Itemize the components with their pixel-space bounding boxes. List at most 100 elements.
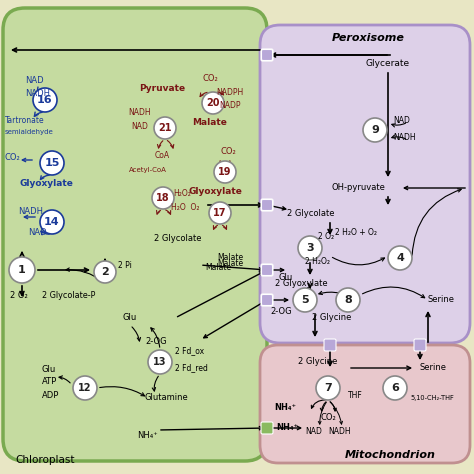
FancyBboxPatch shape [262, 294, 273, 306]
Text: ADP: ADP [42, 391, 59, 400]
Circle shape [148, 350, 172, 374]
Text: THF: THF [347, 391, 363, 400]
Text: 21: 21 [158, 123, 172, 133]
Text: semialdehyde: semialdehyde [5, 129, 54, 135]
Text: Glu: Glu [279, 273, 293, 283]
Text: Tartronate: Tartronate [5, 116, 45, 125]
Text: 2 H₂O₂: 2 H₂O₂ [305, 257, 330, 266]
Circle shape [73, 376, 97, 400]
Text: Pyruvate: Pyruvate [139, 83, 185, 92]
FancyBboxPatch shape [262, 49, 273, 61]
Text: Chloroplast: Chloroplast [15, 455, 74, 465]
FancyBboxPatch shape [3, 8, 267, 461]
Text: 2 O₂: 2 O₂ [318, 231, 334, 240]
Text: Glu: Glu [42, 365, 56, 374]
Circle shape [202, 92, 224, 114]
FancyBboxPatch shape [324, 339, 336, 351]
Text: Malate: Malate [217, 258, 243, 267]
Circle shape [383, 376, 407, 400]
Circle shape [293, 288, 317, 312]
FancyBboxPatch shape [260, 25, 470, 343]
Circle shape [388, 246, 412, 270]
Text: 2-OG: 2-OG [145, 337, 167, 346]
Text: 2 Glycine: 2 Glycine [298, 357, 337, 366]
Circle shape [214, 161, 236, 183]
Text: NH₄⁺: NH₄⁺ [274, 403, 296, 412]
Text: Serine: Serine [420, 364, 447, 373]
Text: 2 Pi: 2 Pi [118, 261, 132, 270]
Text: 7: 7 [324, 383, 332, 393]
Circle shape [209, 202, 231, 224]
Text: 2 Fd_ox: 2 Fd_ox [175, 346, 204, 356]
Text: Glycerate: Glycerate [366, 58, 410, 67]
Circle shape [33, 88, 57, 112]
Text: Acetyl-CoA: Acetyl-CoA [129, 167, 167, 173]
Text: 2 Glycolate: 2 Glycolate [287, 209, 335, 218]
Text: 2 O₂: 2 O₂ [10, 291, 28, 300]
Text: 5,10-CH₂-THF: 5,10-CH₂-THF [410, 395, 454, 401]
Circle shape [40, 151, 64, 175]
FancyBboxPatch shape [261, 422, 273, 434]
FancyBboxPatch shape [262, 264, 273, 275]
Text: CO₂: CO₂ [220, 147, 236, 156]
Circle shape [298, 236, 322, 260]
Text: NH₄⁺: NH₄⁺ [276, 423, 298, 432]
Circle shape [154, 117, 176, 139]
Text: 16: 16 [37, 95, 53, 105]
Text: ATP: ATP [42, 377, 57, 386]
Text: NAD: NAD [25, 75, 44, 84]
Text: OH-pyruvate: OH-pyruvate [331, 183, 385, 192]
Text: 9: 9 [371, 125, 379, 135]
Text: NADH: NADH [25, 89, 50, 98]
Text: 13: 13 [153, 357, 167, 367]
Text: NAD: NAD [132, 121, 148, 130]
Text: Glyoxylate: Glyoxylate [20, 179, 74, 188]
Text: NAD: NAD [28, 228, 46, 237]
Text: 15: 15 [44, 158, 60, 168]
Text: 2 Glycolate-P: 2 Glycolate-P [42, 291, 95, 300]
Text: NH₄⁺: NH₄⁺ [137, 430, 158, 439]
Text: 2 Fd_red: 2 Fd_red [175, 364, 208, 373]
Circle shape [94, 261, 116, 283]
Text: Malate: Malate [205, 264, 231, 273]
Circle shape [336, 288, 360, 312]
Text: CO₂: CO₂ [320, 413, 336, 422]
Text: 2 Glycolate: 2 Glycolate [154, 234, 202, 243]
FancyBboxPatch shape [414, 339, 426, 351]
Text: 2 Glycine: 2 Glycine [312, 313, 351, 322]
Circle shape [316, 376, 340, 400]
FancyBboxPatch shape [261, 49, 273, 61]
Text: 17: 17 [213, 208, 227, 218]
Text: 12: 12 [78, 383, 92, 393]
Text: CO₂: CO₂ [202, 73, 218, 82]
Text: Glu: Glu [123, 313, 137, 322]
Text: 20: 20 [206, 98, 220, 108]
FancyBboxPatch shape [261, 264, 273, 276]
Text: CO₂: CO₂ [4, 154, 20, 163]
Text: Mitochondrion: Mitochondrion [345, 450, 436, 460]
Text: 2: 2 [101, 267, 109, 277]
Text: Glutamine: Glutamine [145, 393, 189, 402]
Text: 6: 6 [391, 383, 399, 393]
Text: 5: 5 [301, 295, 309, 305]
Circle shape [40, 210, 64, 234]
Circle shape [9, 257, 35, 283]
Text: 2-OG: 2-OG [270, 308, 292, 317]
Text: NADP: NADP [219, 100, 241, 109]
Text: NAD: NAD [393, 116, 410, 125]
Text: Peroxisome: Peroxisome [331, 33, 404, 43]
FancyBboxPatch shape [261, 294, 273, 306]
Text: Glyoxylate: Glyoxylate [188, 188, 242, 197]
FancyBboxPatch shape [261, 199, 273, 211]
Text: CoA: CoA [155, 151, 170, 159]
Text: 2 Glyoxylate: 2 Glyoxylate [275, 280, 328, 289]
Text: Malate: Malate [192, 118, 228, 127]
FancyBboxPatch shape [260, 345, 470, 463]
FancyBboxPatch shape [262, 200, 273, 210]
Text: NADH: NADH [18, 208, 43, 217]
Text: NAD: NAD [306, 428, 322, 437]
Text: NADH: NADH [393, 134, 416, 143]
Circle shape [363, 118, 387, 142]
Text: 19: 19 [218, 167, 232, 177]
Text: 18: 18 [156, 193, 170, 203]
